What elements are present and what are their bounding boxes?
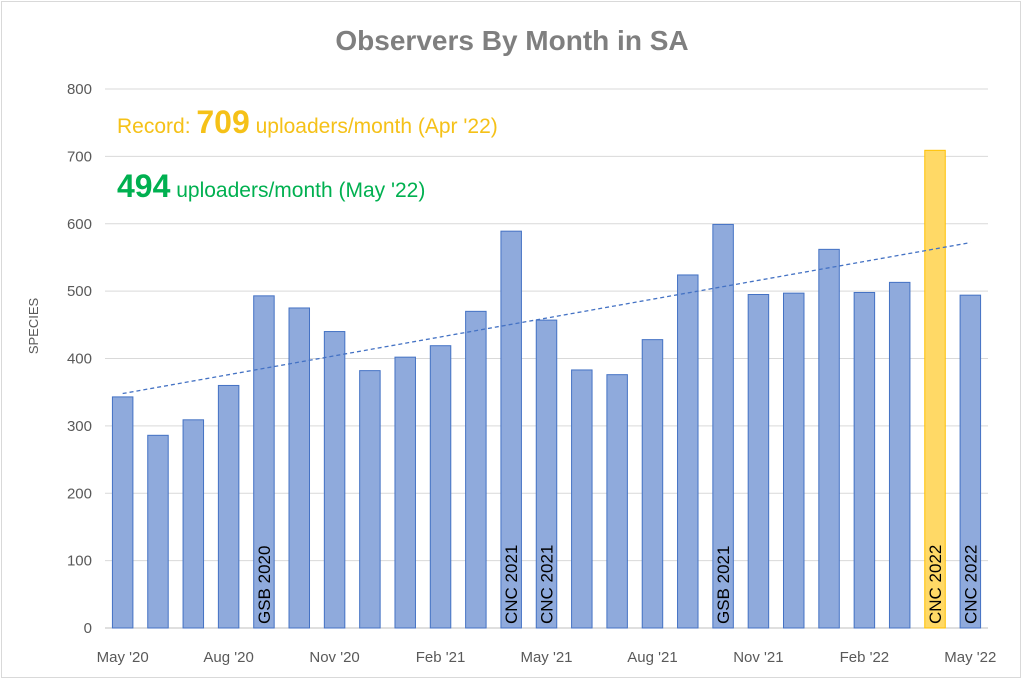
bar — [535, 319, 558, 629]
bar — [959, 294, 982, 629]
bar — [111, 396, 134, 629]
bar — [712, 223, 734, 629]
gridlines — [105, 88, 988, 629]
bar — [359, 370, 381, 629]
y-axis-ticks: 0 100 200 300 400 500 600 700 800 — [67, 81, 92, 637]
annotation-suffix: uploaders/month (May '22) — [170, 179, 425, 202]
y-tick-label: 700 — [67, 148, 92, 165]
x-tick-label: Feb '22 — [840, 649, 890, 666]
y-tick-label: 0 — [84, 620, 92, 637]
bar — [465, 310, 487, 629]
bar — [853, 291, 876, 629]
y-tick-label: 500 — [67, 283, 92, 300]
trend-line — [122, 241, 971, 395]
y-tick-label: 100 — [67, 553, 92, 570]
x-tick-label: Nov '21 — [733, 649, 783, 666]
annotation: 494 uploaders/month (May '22) — [117, 168, 425, 204]
annotation-number: 709 — [196, 104, 249, 140]
y-axis-label: SPECIES — [26, 297, 41, 354]
bar — [323, 331, 346, 629]
event-label: CNC 2021 — [502, 545, 521, 624]
bar — [677, 274, 699, 629]
bar — [500, 230, 522, 629]
bar — [288, 307, 311, 629]
x-tick-label: Nov '20 — [309, 649, 359, 666]
x-tick-label: May '20 — [97, 649, 149, 666]
chart-title: Observers By Month in SA — [335, 25, 688, 56]
annotation-suffix: uploaders/month (Apr '22) — [250, 115, 498, 138]
x-tick-label: Aug '20 — [203, 649, 253, 666]
annotation-prefix: Record: — [117, 115, 196, 138]
bar — [217, 384, 240, 629]
y-tick-label: 800 — [67, 81, 92, 98]
bar — [253, 295, 275, 629]
bar — [147, 434, 169, 629]
event-label: GSB 2020 — [255, 546, 274, 624]
annotation-number: 494 — [117, 168, 171, 204]
bar — [818, 248, 840, 629]
y-tick-label: 200 — [67, 485, 92, 502]
bar — [782, 292, 805, 629]
bar — [429, 345, 452, 629]
bar — [888, 281, 911, 629]
event-labels: GSB 2020 CNC 2021 CNC 2021 GSB 2021 CNC 2022… — [255, 545, 980, 624]
x-tick-label: May '21 — [520, 649, 572, 666]
event-label: GSB 2021 — [714, 546, 733, 624]
x-tick-label: Feb '21 — [416, 649, 466, 666]
bar — [394, 356, 416, 629]
bar — [924, 149, 946, 629]
bar — [641, 339, 664, 629]
bar — [182, 419, 205, 629]
y-tick-label: 400 — [67, 351, 92, 368]
y-tick-label: 600 — [67, 216, 92, 233]
x-tick-label: Aug '21 — [627, 649, 677, 666]
x-axis-ticks: May '20 Aug '20 Nov '20 Feb '21 May '21 Aug '… — [97, 649, 997, 666]
bar — [747, 293, 770, 629]
bar — [571, 369, 593, 629]
event-label: CNC 2022 — [961, 545, 980, 624]
y-tick-label: 300 — [67, 418, 92, 435]
bars — [111, 149, 982, 629]
x-tick-label: May '22 — [944, 649, 996, 666]
annotation: Record: 709 uploaders/month (Apr '22) — [117, 104, 498, 140]
event-label: CNC 2022 — [926, 545, 945, 624]
bar — [606, 374, 628, 629]
annotations: Record: 709 uploaders/month (Apr '22) 494… — [117, 104, 498, 204]
event-label: CNC 2021 — [538, 545, 557, 624]
trendline — [122, 241, 971, 395]
